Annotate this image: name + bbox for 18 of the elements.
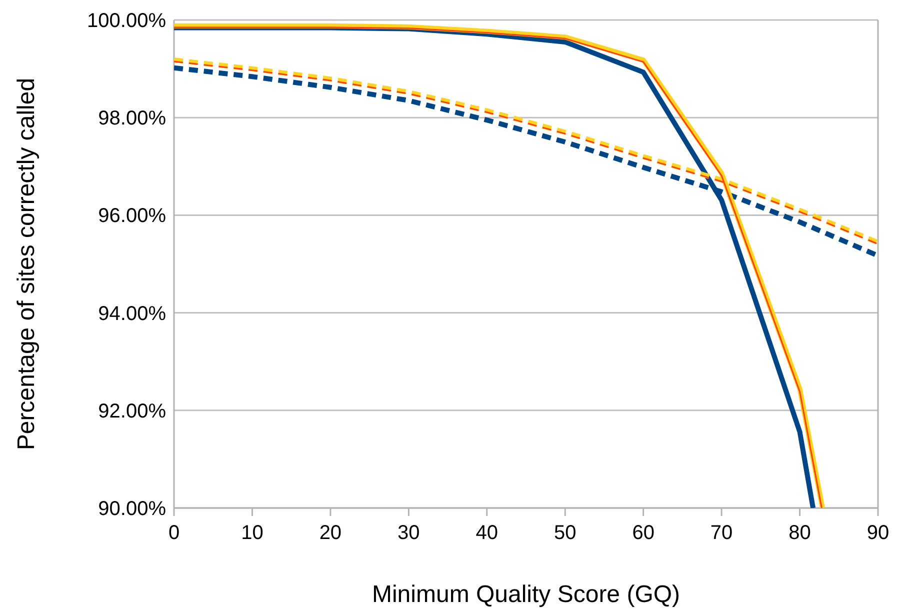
x-tick-label: 60 (632, 522, 654, 544)
x-tick-label: 20 (319, 522, 342, 544)
x-tick-label: 90 (866, 522, 890, 544)
y-axis-title: Percentage of sites correctly called (13, 78, 40, 450)
y-tick-label: 92.00% (98, 400, 166, 422)
x-axis-title: Minimum Quality Score (GQ) (372, 581, 680, 608)
y-tick-label: 96.00% (98, 205, 166, 228)
x-tick-label: 10 (241, 522, 264, 544)
y-tick-label: 100.00% (87, 10, 166, 32)
y-tick-label: 98.00% (98, 108, 166, 130)
x-tick-label: 30 (398, 522, 420, 544)
x-tick-label: 80 (788, 522, 811, 544)
x-tick-label: 0 (168, 522, 180, 544)
y-tick-label: 90.00% (98, 498, 166, 520)
x-tick-label: 50 (554, 522, 576, 544)
x-tick-label: 40 (476, 522, 498, 544)
x-tick-label: 70 (710, 522, 733, 544)
y-tick-label: 94.00% (98, 302, 166, 325)
